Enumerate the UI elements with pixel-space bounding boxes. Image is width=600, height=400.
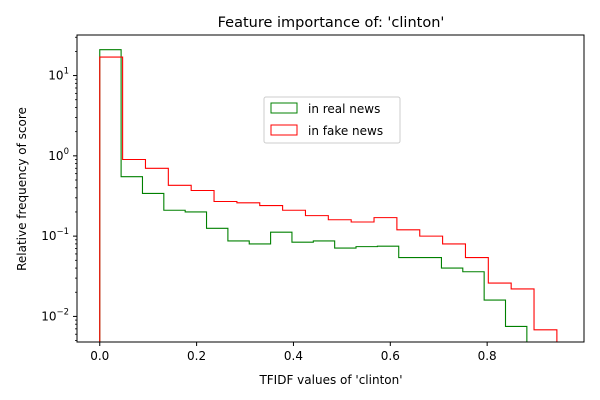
y-tick-exponent: 1 [64, 67, 69, 77]
series-step-real [99, 49, 549, 343]
y-tick-base: 10 [41, 229, 56, 243]
y-tick-label: 101 [48, 67, 69, 83]
plot-frame [76, 34, 585, 343]
legend-label-fake: in fake news [308, 124, 383, 138]
y-axis-label: Relative frequency of score [15, 107, 29, 271]
plot-series [99, 49, 580, 343]
x-axis-label: TFIDF values of 'clinton' [258, 373, 402, 387]
x-tick-label: 0.2 [187, 349, 206, 363]
legend-swatch-real [270, 102, 298, 114]
x-tick-label: 0.6 [381, 349, 400, 363]
x-axis-ticks: 0.0 0.2 0.4 0.6 0.8 [90, 342, 497, 363]
chart-title: Feature importance of: 'clinton' [218, 15, 445, 31]
x-tick-label: 0.8 [478, 349, 497, 363]
legend-label-real: in real news [308, 102, 380, 116]
legend-swatch-fake [270, 124, 298, 136]
x-tick-label: 0.4 [284, 349, 303, 363]
legend: in real news in fake news [263, 96, 401, 144]
y-tick-exponent: 0 [64, 147, 69, 157]
y-tick-label: 10−2 [41, 307, 69, 323]
legend-box [263, 96, 401, 144]
y-tick-base: 10 [48, 149, 63, 163]
y-tick-label: 100 [48, 147, 69, 163]
series-step-fake [99, 56, 580, 343]
y-tick-base: 10 [48, 69, 63, 83]
x-tick-label: 0.0 [90, 349, 109, 363]
y-tick-label: 10−1 [41, 227, 69, 243]
y-tick-base: 10 [41, 309, 56, 323]
y-tick-exponent: −2 [56, 307, 69, 317]
y-tick-exponent: −1 [56, 227, 69, 237]
